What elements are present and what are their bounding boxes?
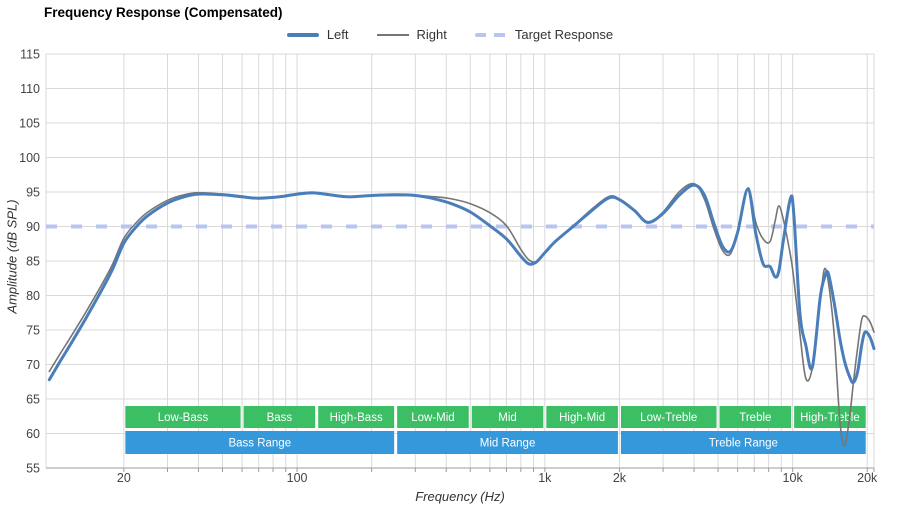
band-label: High-Mid	[559, 412, 605, 424]
x-tick-20: 20	[117, 471, 131, 485]
x-tick-2k: 2k	[613, 471, 627, 485]
band-high-bass	[318, 406, 395, 428]
band-treble	[719, 406, 792, 428]
band-label: Treble	[739, 412, 771, 424]
band-mid	[471, 406, 544, 428]
band-low-mid	[397, 406, 469, 428]
x-tick-1k: 1k	[538, 471, 552, 485]
y-axis-title: Amplitude (dB SPL)	[4, 199, 20, 314]
range-bass-range	[125, 431, 395, 454]
legend-item-left[interactable]: Left	[286, 27, 349, 42]
band-label: Low-Bass	[158, 412, 209, 424]
legend-item-right[interactable]: Right	[376, 27, 447, 42]
y-tick-100: 100	[19, 151, 40, 165]
y-tick-75: 75	[26, 324, 40, 338]
band-low-bass	[125, 406, 241, 428]
x-axis	[46, 467, 875, 472]
band-label: Low-Treble	[640, 412, 697, 424]
right-line-swatch-icon	[376, 33, 409, 36]
y-tick-90: 90	[26, 220, 40, 234]
y-tick-80: 80	[26, 289, 40, 303]
x-tick-100: 100	[287, 471, 308, 485]
legend-label-right: Right	[416, 27, 447, 42]
x-axis-title: Frequency (Hz)	[415, 489, 505, 504]
chart-title: Frequency Response (Compensated)	[44, 5, 283, 20]
y-tick-60: 60	[26, 427, 40, 441]
band-label: Low-Mid	[411, 412, 454, 424]
y-tick-110: 110	[20, 82, 40, 96]
range-label: Bass Range	[228, 438, 291, 450]
tick-labels: 115 110 105 100 95 90 85 80 75 70 65 60 55 20 100 1k 2k 1…	[19, 48, 878, 486]
curve-left	[47, 183, 876, 385]
range-mid-range	[397, 431, 618, 454]
band-high-mid	[546, 406, 618, 428]
y-tick-55: 55	[26, 462, 40, 476]
band-label: Bass	[267, 412, 293, 424]
gridlines	[45, 53, 875, 469]
legend: Left Right Target Response	[0, 27, 900, 42]
band-bass	[243, 406, 316, 428]
band-label: High-Treble	[800, 412, 860, 424]
range-label: Treble Range	[709, 438, 778, 450]
legend-label-left: Left	[326, 27, 349, 42]
legend-label-target-response: Target Response	[514, 27, 614, 42]
range-treble-range	[620, 431, 866, 454]
frequency-bands: Low-Bass Bass High-Bass Low-Mid Mid High-Mid L…	[125, 406, 866, 454]
y-tick-115: 115	[20, 48, 40, 62]
x-tick-20k: 20k	[857, 471, 878, 485]
band-high-treble	[794, 406, 866, 428]
y-tick-85: 85	[26, 255, 40, 269]
band-label: High-Bass	[330, 412, 383, 424]
y-tick-70: 70	[26, 358, 40, 372]
y-tick-105: 105	[19, 117, 40, 131]
y-tick-95: 95	[26, 186, 40, 200]
y-tick-65: 65	[26, 393, 40, 407]
band-low-treble	[620, 406, 717, 428]
x-tick-10k: 10k	[783, 471, 804, 485]
legend-item-target-response[interactable]: Target Response	[474, 27, 614, 42]
range-label: Mid Range	[480, 438, 536, 450]
band-label: Mid	[498, 412, 517, 424]
left-line-swatch-icon	[286, 32, 319, 37]
target-line-swatch-icon	[474, 32, 507, 37]
